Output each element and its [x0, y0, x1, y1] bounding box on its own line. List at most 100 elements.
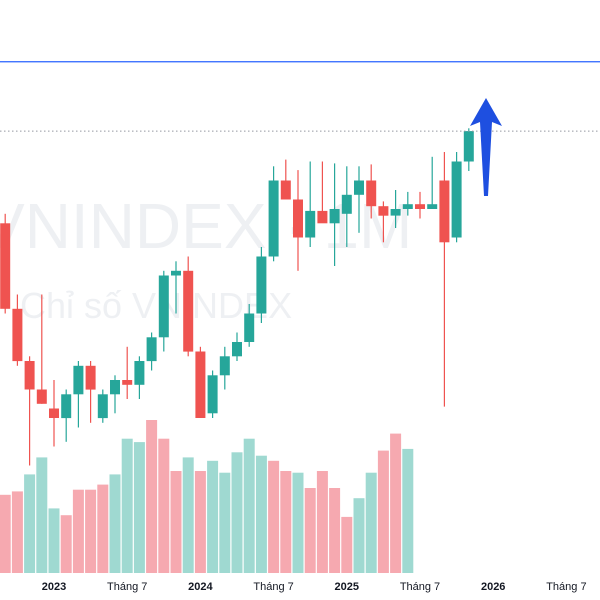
candle[interactable] [219, 346, 230, 390]
candle[interactable] [12, 294, 23, 366]
volume-bar [353, 498, 365, 573]
up-arrow-icon[interactable] [470, 98, 502, 196]
volume-bar [36, 457, 48, 573]
candle[interactable] [317, 161, 328, 224]
candle-body [36, 389, 47, 404]
candle[interactable] [329, 163, 340, 266]
volume-bar [341, 516, 353, 573]
candle[interactable] [73, 361, 84, 428]
candle[interactable] [256, 247, 267, 323]
candle-body [61, 394, 72, 419]
candle[interactable] [171, 261, 181, 314]
candle[interactable] [207, 370, 218, 419]
volume-bar [304, 488, 316, 573]
candle[interactable] [244, 304, 255, 347]
candle[interactable] [305, 161, 316, 248]
volume-bar [329, 488, 341, 573]
candle-body [12, 308, 23, 362]
candle-body [268, 180, 279, 257]
candle[interactable] [85, 361, 96, 423]
candle[interactable] [122, 346, 133, 399]
candle[interactable] [36, 294, 47, 404]
candle[interactable] [451, 152, 462, 243]
volume-bar [60, 515, 72, 573]
candle[interactable] [280, 159, 291, 200]
candle[interactable] [354, 166, 364, 233]
candle-body [378, 206, 389, 216]
volume-bars [0, 420, 414, 573]
candle[interactable] [427, 156, 438, 209]
candle-body [134, 361, 145, 385]
candle[interactable] [0, 213, 11, 314]
candle-body [146, 337, 157, 362]
candle-body [0, 223, 11, 309]
candlesticks [0, 128, 474, 466]
candle[interactable] [24, 356, 35, 466]
candle-body [329, 209, 340, 224]
candle-body [171, 270, 181, 276]
candle[interactable] [195, 346, 206, 418]
candle-body [451, 161, 462, 238]
time-tick-label: Tháng 7 [546, 581, 586, 593]
candle[interactable] [415, 191, 425, 219]
volume-bar [268, 460, 280, 573]
candle-body [402, 204, 413, 209]
time-tick-label: 2026 [481, 581, 505, 593]
candle[interactable] [97, 389, 108, 423]
candle[interactable] [366, 164, 377, 219]
candle-body [207, 375, 218, 414]
candle-body [244, 313, 255, 342]
candle-body [122, 380, 133, 385]
volume-bar [109, 474, 121, 573]
candle-body [195, 351, 206, 418]
candle[interactable] [110, 375, 120, 414]
candle-body [256, 256, 267, 314]
time-tick-label: Tháng 7 [253, 581, 293, 593]
candle[interactable] [134, 356, 145, 399]
volume-bar [292, 472, 304, 573]
candle-body [427, 204, 438, 209]
candle-body [280, 180, 291, 200]
candle-body [415, 204, 425, 209]
volume-bar [402, 448, 414, 573]
volume-bar [24, 474, 36, 573]
candle[interactable] [183, 256, 194, 357]
volume-bar [219, 472, 231, 573]
candle[interactable] [463, 128, 474, 171]
time-tick-label: Tháng 7 [107, 581, 147, 593]
candle-body [232, 342, 242, 357]
volume-bar [280, 471, 292, 573]
candle[interactable] [146, 332, 157, 371]
candle-body [317, 210, 328, 224]
candle[interactable] [341, 166, 352, 247]
candle[interactable] [49, 380, 59, 447]
time-axis: 2023 Tháng 7 2024 Tháng 7 2025 Tháng 7 2026 Thá… [42, 581, 587, 593]
candle[interactable] [390, 190, 401, 228]
candle[interactable] [402, 191, 413, 216]
volume-bar [146, 420, 158, 573]
volume-bar [365, 472, 377, 573]
candle-body [49, 408, 59, 418]
volume-bar [316, 471, 328, 573]
candle[interactable] [158, 270, 169, 352]
volume-bar [11, 491, 23, 573]
candle[interactable] [293, 170, 303, 271]
candle-body [110, 380, 120, 395]
candle-body [366, 180, 377, 207]
candle[interactable] [61, 389, 72, 442]
volume-bar [158, 438, 170, 573]
candle[interactable] [232, 332, 242, 362]
volume-bar [121, 438, 133, 573]
volume-bar [72, 489, 84, 573]
volume-bar [0, 494, 11, 573]
volume-bar [377, 450, 389, 573]
candle-body [97, 394, 108, 419]
candle[interactable] [268, 166, 279, 262]
candle[interactable] [439, 152, 450, 407]
time-tick-label: 2025 [335, 581, 359, 593]
time-tick-label: 2024 [188, 581, 213, 593]
candle[interactable] [378, 201, 389, 243]
candle-body [341, 194, 352, 214]
candle-body [354, 180, 364, 195]
